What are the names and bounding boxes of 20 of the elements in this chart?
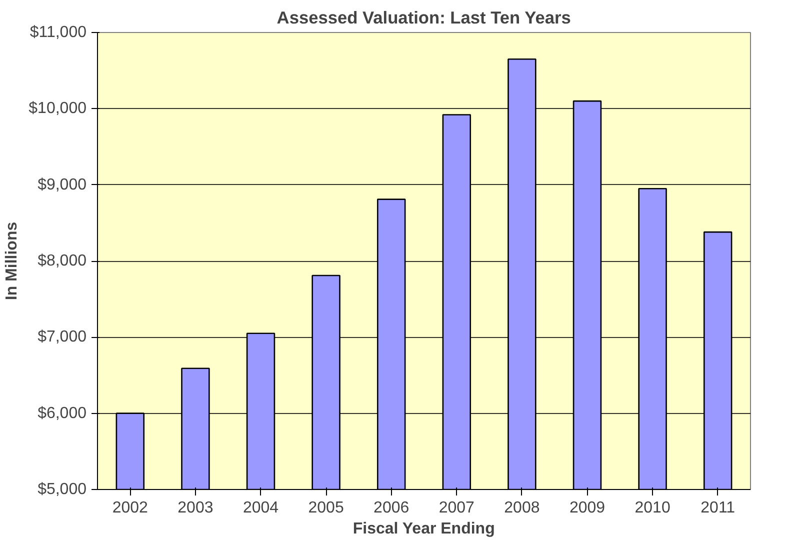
y-tick-label: $11,000 bbox=[30, 24, 87, 41]
x-tick-label: 2005 bbox=[308, 500, 344, 516]
y-tick-label: $5,000 bbox=[38, 481, 87, 498]
y-tick-label: $7,000 bbox=[38, 328, 87, 346]
x-tick-label: 2008 bbox=[504, 500, 540, 516]
y-tick-label: $9,000 bbox=[38, 176, 87, 194]
x-tick-label: 2004 bbox=[242, 500, 279, 516]
x-tick-label: 2002 bbox=[112, 500, 148, 516]
x-tick-label: 2006 bbox=[374, 500, 410, 516]
chart-title: Assessed Valuation: Last Ten Years bbox=[276, 8, 571, 28]
x-tick-label: 2007 bbox=[438, 500, 475, 516]
y-axis-title: In Millions bbox=[4, 222, 21, 300]
y-tick-label: $10,000 bbox=[28, 100, 87, 118]
x-tick-label: 2010 bbox=[634, 500, 670, 516]
x-tick-label: 2009 bbox=[569, 500, 606, 516]
y-tick-label: $6,000 bbox=[38, 404, 87, 422]
x-tick-label: 2003 bbox=[178, 500, 214, 516]
x-axis-title: Fiscal Year Ending bbox=[352, 520, 495, 538]
y-tick-label: $8,000 bbox=[38, 252, 87, 270]
x-tick-label: 2011 bbox=[700, 500, 736, 516]
